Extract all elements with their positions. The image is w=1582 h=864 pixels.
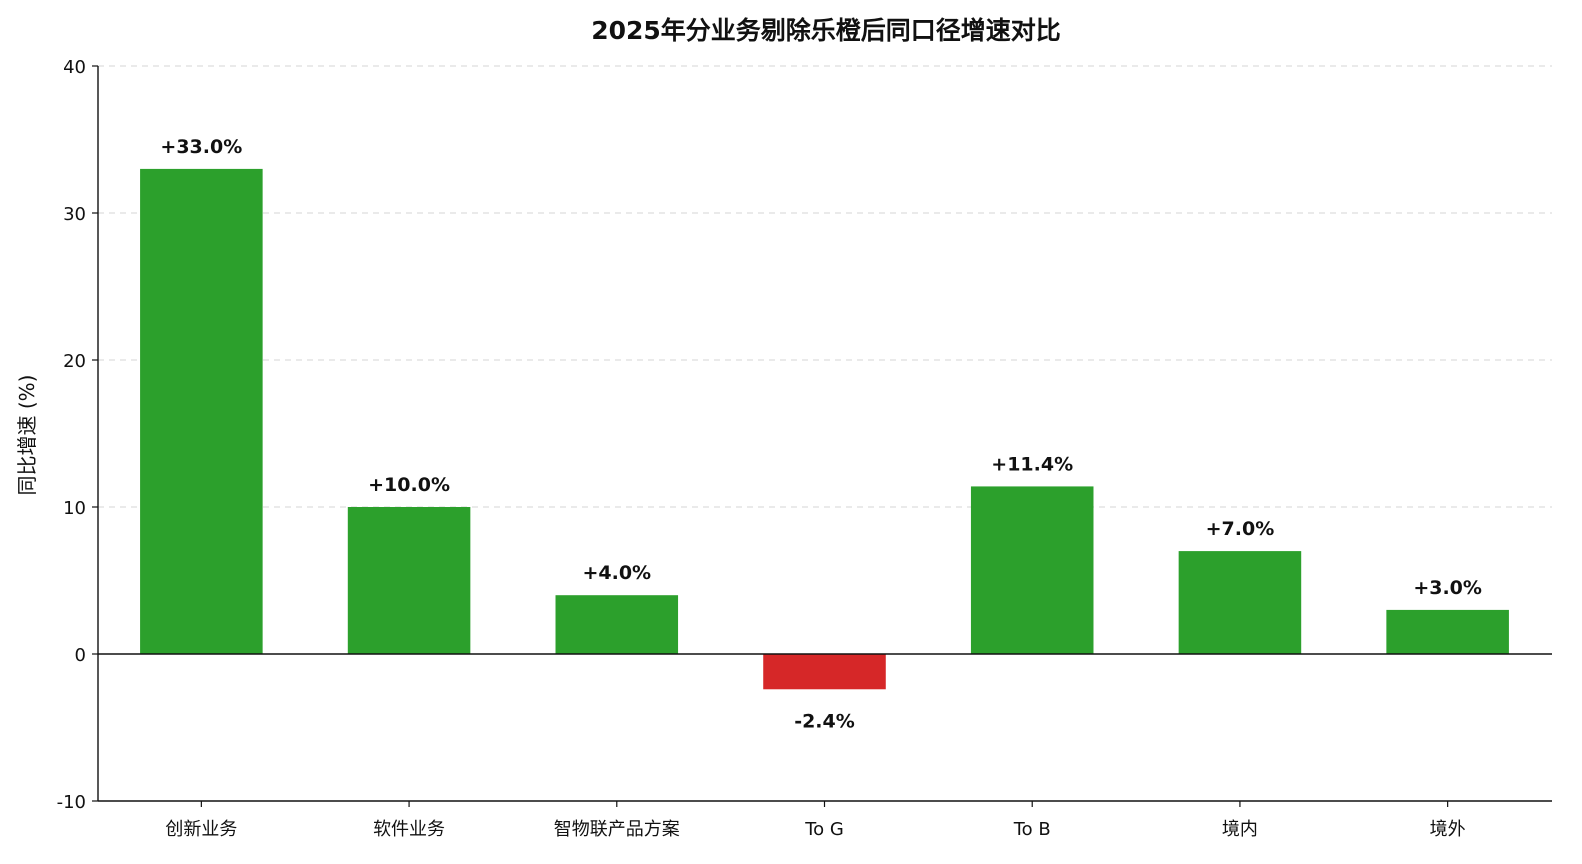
y-ticks: -10 0 10 20 30 40 xyxy=(57,57,98,813)
value-labels: +33.0% +10.0% +4.0% -2.4% +11.4% +7.0% +3.0% xyxy=(160,136,1482,732)
x-tick-label: 软件业务 xyxy=(373,819,445,840)
axes xyxy=(97,66,1552,802)
data-label: +7.0% xyxy=(1206,518,1275,540)
x-ticks: 创新业务 软件业务 智物联产品方案 To G To B 境内 境外 xyxy=(165,801,1466,840)
bar-1 xyxy=(140,168,263,654)
y-tick-label: 10 xyxy=(63,498,86,519)
data-label: +11.4% xyxy=(991,453,1073,475)
bar-3 xyxy=(555,595,679,654)
x-tick-label: 智物联产品方案 xyxy=(554,819,680,840)
y-tick-label: -10 xyxy=(57,792,86,813)
data-label: +4.0% xyxy=(582,562,651,584)
y-tick-label: 40 xyxy=(63,57,86,78)
data-label: -2.4% xyxy=(794,710,855,732)
bar-2 xyxy=(347,507,471,654)
x-tick-label: 境外 xyxy=(1430,819,1466,840)
data-label: +10.0% xyxy=(368,474,450,496)
bar-7 xyxy=(1386,609,1509,654)
bar-4 xyxy=(763,654,886,690)
x-tick-label: To B xyxy=(1013,819,1051,840)
data-label: +3.0% xyxy=(1413,577,1482,599)
x-tick-label: 境内 xyxy=(1222,819,1258,840)
y-tick-label: 0 xyxy=(75,645,86,666)
y-tick-label: 30 xyxy=(63,204,86,225)
y-tick-label: 20 xyxy=(63,351,86,372)
x-tick-label: To G xyxy=(804,819,844,840)
data-label: +33.0% xyxy=(160,136,242,158)
x-tick-label: 创新业务 xyxy=(165,819,237,840)
bar-6 xyxy=(1178,551,1302,654)
y-axis-label: 同比增速 (%) xyxy=(15,375,39,496)
gridlines xyxy=(98,65,1552,508)
bars xyxy=(140,168,1509,690)
bar-5 xyxy=(970,486,1094,654)
chart-title: 2025年分业务剔除乐橙后同口径增速对比 xyxy=(591,16,1061,45)
